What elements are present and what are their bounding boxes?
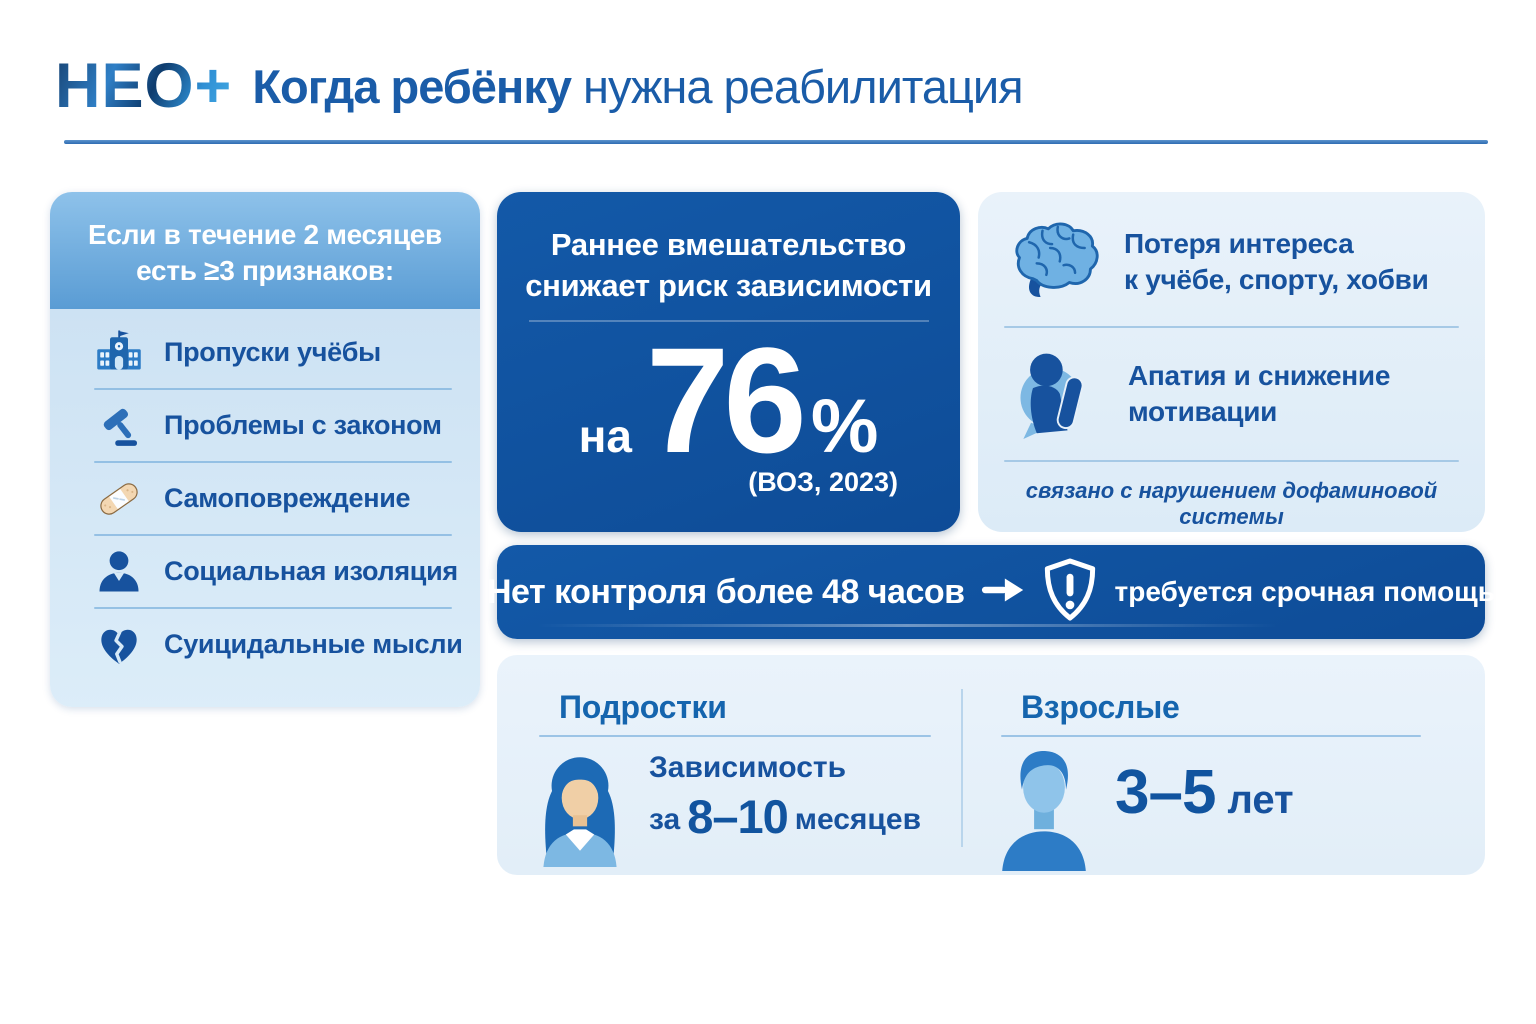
- school-icon: [94, 328, 144, 378]
- criteria-list: Пропуски учёбы Проблемы с законом: [50, 309, 480, 707]
- adults-text: 3–5 лет: [1115, 757, 1294, 828]
- criteria-heading-line1: Если в течение 2 месяцев: [88, 219, 442, 250]
- list-item-label: Социальная изоляция: [164, 556, 458, 586]
- list-divider: [94, 461, 452, 463]
- broken-heart-icon: [94, 620, 144, 670]
- symptom-line2: мотивации: [1128, 396, 1278, 427]
- criteria-heading-line2: есть ≥3 признаков:: [136, 255, 394, 287]
- teen-girl-avatar: [529, 741, 631, 872]
- banner-highlight: [537, 624, 1277, 627]
- teens-title: Подростки: [559, 689, 727, 725]
- adults-title: Взрослые: [1021, 689, 1180, 725]
- list-item: Суицидальные мысли: [50, 609, 480, 680]
- symptom-row: Потеря интереса к учёбе, спорту, хобви: [1004, 198, 1459, 326]
- brain-icon: [1008, 221, 1100, 303]
- list-item: Проблемы с законом: [50, 390, 480, 461]
- list-item-label: Суицидальные мысли: [164, 629, 463, 659]
- list-item: Пропуски учёбы: [50, 317, 480, 388]
- stat-card: Раннее вмешательство снижает риск зависи…: [497, 192, 960, 532]
- symptoms-divider: [1004, 326, 1459, 328]
- alert-banner: Нет контроля более 48 часов требуется сро…: [487, 545, 1495, 639]
- list-divider: [94, 388, 452, 390]
- stat-value-row: на 76 %: [497, 315, 960, 484]
- criteria-panel-heading: Если в течение 2 месяцев есть ≥3 признак…: [50, 192, 480, 309]
- neo-plus-logo: НЕО+: [55, 51, 233, 121]
- teens-line2-prefix: за: [649, 803, 681, 836]
- teens-line2-suffix: месяцев: [794, 803, 922, 836]
- teens-line2: за 8–10 месяцев: [649, 789, 921, 844]
- page-title-bold: Когда ребёнку: [252, 59, 572, 113]
- symptom-line1: Апатия и снижение: [1128, 359, 1391, 391]
- stat-heading-line1: Раннее вмешательство: [550, 227, 907, 262]
- teens-line1: Зависимость: [649, 751, 847, 784]
- list-item-label: Проблемы с законом: [164, 410, 442, 440]
- header: НЕО+ Когда ребёнку нужна реабилитация: [55, 48, 1024, 124]
- timeline-divider: [961, 689, 963, 847]
- header-divider: [64, 140, 1488, 144]
- teens-underline: [539, 735, 931, 737]
- symptom-text: Апатия и снижение мотивации: [1128, 358, 1390, 431]
- symptom-text: Потеря интереса к учёбе, спорту, хобви: [1124, 226, 1429, 299]
- list-item: Социальная изоляция: [50, 536, 480, 607]
- list-divider: [94, 607, 452, 609]
- stat-value: 76: [645, 315, 807, 484]
- symptoms-panel: Потеря интереса к учёбе, спорту, хобви А…: [978, 192, 1485, 532]
- stat-percent-sign: %: [810, 383, 879, 469]
- alert-action: требуется срочная помощь: [1115, 576, 1495, 608]
- teens-duration-value: 8–10: [687, 790, 789, 843]
- page-title: Когда ребёнку нужна реабилитация: [252, 59, 1024, 114]
- symptom-row: Апатия и снижение мотивации: [1004, 328, 1459, 460]
- stat-divider: [528, 319, 929, 322]
- symptoms-divider: [1004, 460, 1459, 462]
- criteria-panel: Если в течение 2 месяцев есть ≥3 признак…: [50, 192, 480, 707]
- person-icon: [94, 547, 144, 597]
- bandage-icon: [94, 474, 144, 524]
- stat-prefix: на: [578, 409, 632, 462]
- alert-action-bold: срочная помощь: [1261, 576, 1496, 607]
- stat-source: (ВОЗ, 2023): [748, 467, 898, 498]
- alert-condition: Нет контроля более 48 часов: [486, 572, 965, 611]
- page-title-rest: нужна реабилитация: [582, 59, 1024, 113]
- list-item: Самоповреждение: [50, 463, 480, 534]
- gavel-icon: [94, 401, 144, 451]
- teens-text: Зависимость за 8–10 месяцев: [649, 751, 921, 844]
- apathy-icon: [1008, 344, 1104, 445]
- symptom-line1: Потеря интереса: [1124, 227, 1354, 259]
- symptoms-note: связано с нарушением дофаминовой системы: [1025, 478, 1438, 529]
- timeline-panel: Подростки Зависимость за 8–10 месяцев Взро…: [497, 655, 1485, 875]
- shield-alert-icon: [1041, 557, 1099, 628]
- stat-heading-line2: снижает риск зависимости: [525, 267, 932, 303]
- adults-duration-suffix: лет: [1227, 778, 1294, 822]
- symptom-line2: к учёбе, спорту, хобви: [1124, 264, 1429, 295]
- list-item-label: Самоповреждение: [164, 483, 411, 513]
- adult-man-avatar: [989, 739, 1099, 876]
- list-item-label: Пропуски учёбы: [164, 337, 381, 367]
- adults-duration-value: 3–5: [1115, 758, 1216, 827]
- list-divider: [94, 534, 452, 536]
- adults-underline: [1001, 735, 1421, 737]
- alert-action-regular: требуется: [1114, 576, 1254, 607]
- arrow-right-icon: [981, 575, 1025, 610]
